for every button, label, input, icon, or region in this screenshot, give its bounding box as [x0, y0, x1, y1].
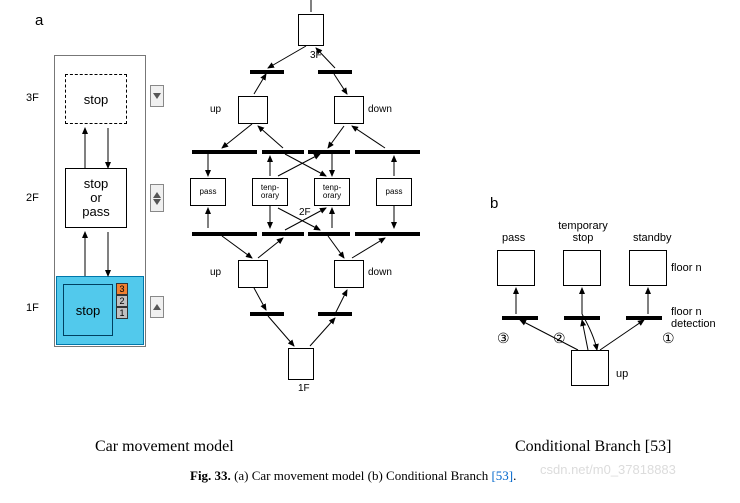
petri-b-circled-3: ③ [497, 330, 510, 347]
call-indicator-1f [150, 296, 164, 318]
petri-b-label-detection: floor n detection [671, 306, 716, 330]
petri-a-label-3f: 3F [310, 51, 322, 61]
section-label-a: a [35, 12, 43, 29]
petri-a-label-up-upper: up [210, 105, 221, 115]
floor-label-1f: 1F [26, 302, 39, 314]
floor-label-3f: 3F [26, 92, 39, 104]
watermark: csdn.net/m0_37818883 [540, 462, 676, 477]
petri-a-label-up-lower: up [210, 268, 221, 278]
figure-canvas: a b 3F stop 2F stop or pass 1F stop 3 2 … [0, 0, 740, 503]
caption-left: Car movement model [95, 438, 234, 456]
petri-b-label-tempstop: temporary stop [548, 220, 618, 244]
floor-box-2f: stop or pass [65, 168, 127, 228]
floor-label-2f: 2F [26, 192, 39, 204]
petri-b-node-pass [497, 250, 535, 286]
car-button-2: 2 [116, 295, 128, 307]
down-arrow-icon [153, 93, 161, 99]
petri-a-node-pass-r: pass [376, 178, 412, 206]
petri-a-node-up-upper [238, 96, 268, 124]
section-label-b: b [490, 195, 498, 212]
petri-b-node-up [571, 350, 609, 386]
petri-b-circled-2: ② [553, 330, 566, 347]
petri-b-node-tempstop [563, 250, 601, 286]
petri-a-node-down-lower [334, 260, 364, 288]
petri-b-label-floor-n: floor n [671, 262, 702, 274]
petri-a-node-tenp-l: tenp- orary [252, 178, 288, 206]
floor-box-3f: stop [65, 74, 127, 124]
petri-a-label-down-lower: down [368, 268, 392, 278]
caption-right: Conditional Branch [53] [515, 438, 671, 456]
petri-b-circled-1: ① [662, 330, 675, 347]
petri-a-node-tenp-r: tenp- orary [314, 178, 350, 206]
petri-b-label-standby: standby [633, 232, 672, 244]
down-arrow-icon [153, 199, 161, 205]
petri-b-label-pass: pass [502, 232, 525, 244]
petri-a-label-2f: 2F [299, 208, 311, 218]
call-indicator-2f [150, 184, 164, 212]
up-arrow-icon [153, 192, 161, 198]
petri-a-label-1f: 1F [298, 384, 310, 394]
petri-a-node-up-lower [238, 260, 268, 288]
call-indicator-3f [150, 85, 164, 107]
petri-a-node-pass-l: pass [190, 178, 226, 206]
car-button-panel: 3 2 1 [116, 283, 128, 319]
petri-b-label-up: up [616, 368, 628, 380]
petri-b-node-standby [629, 250, 667, 286]
car-button-3: 3 [116, 283, 128, 295]
petri-a-node-down-upper [334, 96, 364, 124]
up-arrow-icon [153, 304, 161, 310]
floor-box-1f: stop [63, 284, 113, 336]
car-button-1: 1 [116, 307, 128, 319]
petri-a-node-3f-top [298, 14, 324, 46]
caption-fig: Fig. 33. (a) Car movement model (b) Cond… [190, 468, 516, 484]
petri-a-label-down-upper: down [368, 105, 392, 115]
petri-a-node-1f-bot [288, 348, 314, 380]
